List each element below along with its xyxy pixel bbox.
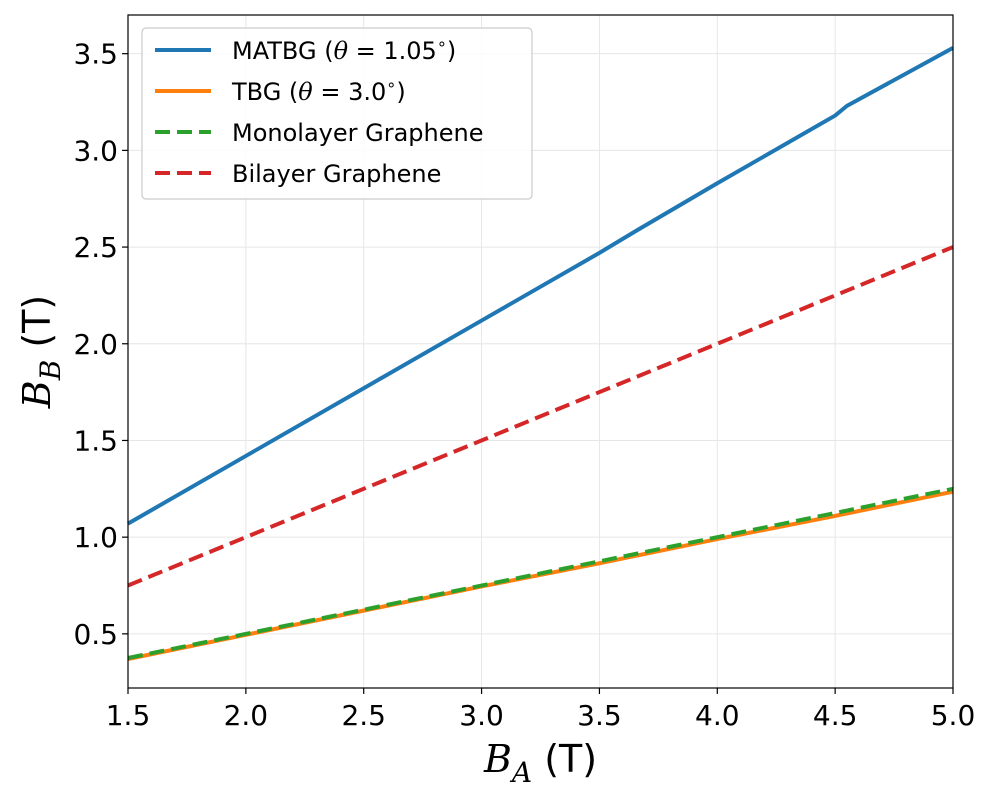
legend-label-main: Bilayer Graphene <box>232 160 441 188</box>
legend: MATBG (θ = 1.05∘)TBG (θ = 3.0∘)Monolayer… <box>141 27 533 200</box>
legend-entries: MATBG (θ = 1.05∘)TBG (θ = 3.0∘)Monolayer… <box>155 34 483 188</box>
y-axis-subscript: B <box>34 360 67 382</box>
x-tick-label: 4.0 <box>695 699 740 732</box>
legend-label-close: ) <box>447 37 456 65</box>
x-tick-label: 3.5 <box>577 699 622 732</box>
x-tick-label: 3.0 <box>459 699 504 732</box>
legend-label-value: = 3.0 <box>313 78 387 106</box>
legend-label-degree: ∘ <box>437 34 447 53</box>
x-axis-label: BA (T) <box>483 737 597 789</box>
y-tick-label: 3.0 <box>73 134 118 167</box>
x-tick-label: 1.5 <box>106 699 151 732</box>
legend-label-2: Monolayer Graphene <box>232 119 483 147</box>
y-tick-label: 0.5 <box>73 618 118 651</box>
series-layer <box>127 46 954 661</box>
y-tick-label: 2.5 <box>73 231 118 264</box>
y-axis-label: BB (T) <box>15 295 67 409</box>
x-tick-label: 5.0 <box>931 699 976 732</box>
legend-label-close: ) <box>396 78 405 106</box>
y-tick-label: 1.0 <box>73 521 118 554</box>
x-tick-label: 2.5 <box>341 699 386 732</box>
legend-label-0: MATBG (θ = 1.05∘) <box>232 34 456 65</box>
y-tick-label: 3.5 <box>73 38 118 71</box>
legend-label-value: = 1.05 <box>348 37 437 65</box>
legend-label-main: MATBG ( <box>232 37 334 65</box>
x-axis-symbol: B <box>483 737 512 781</box>
y-axis-symbol: B <box>15 380 59 409</box>
y-axis-unit: (T) <box>15 295 59 360</box>
legend-label-theta: θ <box>298 78 313 106</box>
series-line-2 <box>127 486 954 660</box>
y-tick-label: 2.0 <box>73 328 118 361</box>
legend-label-theta: θ <box>334 37 349 65</box>
ticks: 1.5 2.0 2.5 3.0 3.5 4.0 4.5 5.0 0.5 1.0 1.5 2.0 2.5 3… <box>73 38 975 732</box>
legend-box <box>141 27 533 200</box>
legend-label-1: TBG (θ = 3.0∘) <box>231 75 406 106</box>
legend-label-3: Bilayer Graphene <box>232 160 441 188</box>
y-tick-label: 1.5 <box>73 424 118 457</box>
x-axis-unit: (T) <box>532 737 597 781</box>
legend-label-degree: ∘ <box>386 75 396 94</box>
series-line-3 <box>127 245 954 588</box>
legend-label-main: TBG ( <box>231 78 298 106</box>
series-line-0 <box>127 46 954 526</box>
x-tick-label: 2.0 <box>224 699 269 732</box>
plot-frame <box>127 14 954 689</box>
x-axis-subscript: A <box>509 756 532 789</box>
legend-label-main: Monolayer Graphene <box>232 119 483 147</box>
x-tick-label: 4.5 <box>813 699 858 732</box>
